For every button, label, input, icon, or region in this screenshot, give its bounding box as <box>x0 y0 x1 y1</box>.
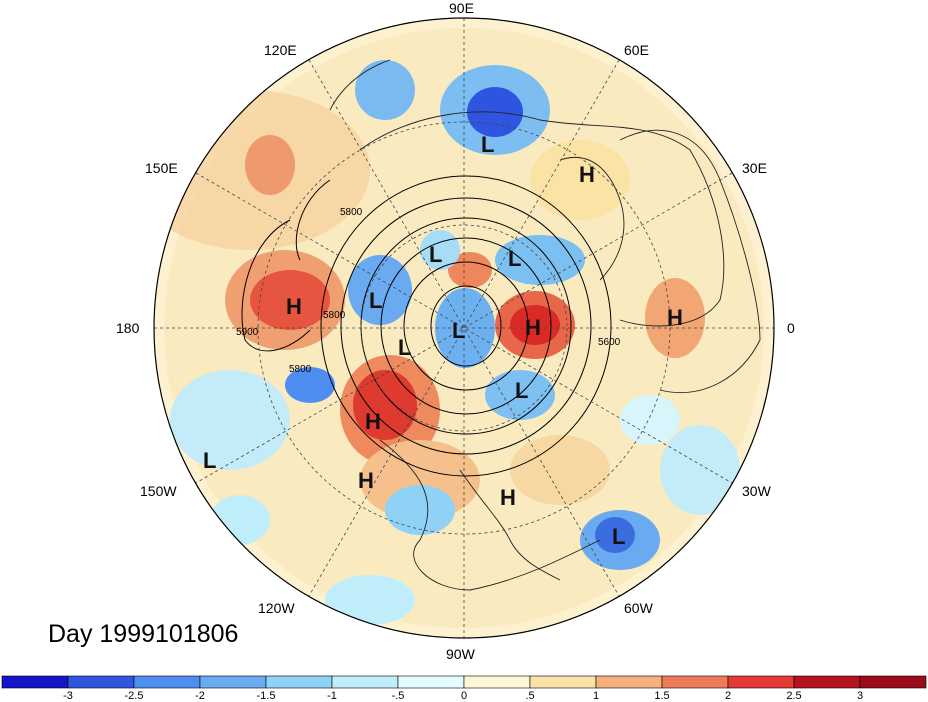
colorbar-tick-label: -3 <box>63 690 73 702</box>
lon-label-90w: 90W <box>446 646 476 662</box>
lon-label-150e: 150E <box>145 160 178 176</box>
colorbar-swatch <box>133 675 201 689</box>
colorbar: -3 -2.5 -2 -1.5 -1 -.5 0 .5 1 1.5 2 2.5 3 <box>1 675 927 702</box>
pressure-center-label: H <box>365 409 381 434</box>
colorbar-tick-label: 1 <box>593 690 599 702</box>
colorbar-tick-label: .5 <box>525 690 534 702</box>
pressure-center-label: H <box>667 305 683 330</box>
pressure-center-label: L <box>481 132 494 157</box>
contour-label: 5900 <box>236 327 259 338</box>
colorbar-swatch <box>727 675 795 689</box>
colorbar-tick-label: -2.5 <box>125 690 144 702</box>
colorbar-swatch <box>67 675 135 689</box>
lon-label-90e: 90E <box>449 0 474 16</box>
colorbar-tick-label: 2 <box>725 690 731 702</box>
colorbar-swatch <box>331 675 399 689</box>
pressure-center-label: H <box>579 162 595 187</box>
colorbar-swatch <box>265 675 333 689</box>
anomaly-field <box>154 28 764 628</box>
colorbar-swatch <box>793 675 861 689</box>
contour-label: 5800 <box>340 207 363 218</box>
pressure-center-label: H <box>525 315 541 340</box>
colorbar-swatch <box>661 675 729 689</box>
height-contours <box>241 175 612 477</box>
lon-label-150w: 150W <box>140 483 177 499</box>
colorbar-tick-label: 1.5 <box>654 690 669 702</box>
colorbar-tick-label: -.5 <box>392 690 405 702</box>
colorbar-swatch <box>859 675 927 689</box>
colorbar-tick-label: -1.5 <box>257 690 276 702</box>
pressure-center-label: L <box>452 318 465 343</box>
pressure-center-label: H <box>286 294 302 319</box>
pressure-center-label: L <box>203 448 216 473</box>
pressure-center-label: H <box>500 485 516 510</box>
colorbar-swatch <box>397 675 465 689</box>
colorbar-swatch <box>199 675 267 689</box>
map-border <box>153 17 775 639</box>
pressure-center-label: L <box>612 524 625 549</box>
lon-label-0: 0 <box>787 320 795 336</box>
contour-label: 5800 <box>323 310 346 321</box>
contour-label: 5800 <box>289 364 312 375</box>
lon-label-30w: 30W <box>742 483 772 499</box>
colorbar-tick-label: 2.5 <box>786 690 801 702</box>
pressure-center-label: L <box>515 378 528 403</box>
pressure-center-label: L <box>429 242 442 267</box>
lon-label-120e: 120E <box>264 42 297 58</box>
lon-label-180: 180 <box>116 320 140 336</box>
colorbar-swatch <box>1 675 69 689</box>
contour-label: 5600 <box>598 337 621 348</box>
graticule <box>154 18 774 638</box>
colorbar-tick-label: -2 <box>195 690 205 702</box>
colorbar-tick-label: 0 <box>461 690 467 702</box>
page-title: Day 1999101806 <box>48 620 239 648</box>
pressure-center-label: L <box>398 335 411 360</box>
colorbar-tick-label: 3 <box>857 690 863 702</box>
coastlines <box>329 59 761 591</box>
colorbar-swatch <box>463 675 531 689</box>
lon-label-60e: 60E <box>624 42 649 58</box>
colorbar-swatch <box>595 675 663 689</box>
lon-label-30e: 30E <box>742 160 767 176</box>
pressure-center-label: H <box>358 468 374 493</box>
pressure-center-label: L <box>508 246 521 271</box>
lon-label-120w: 120W <box>258 600 295 616</box>
lon-label-60w: 60W <box>624 600 654 616</box>
colorbar-tick-label: -1 <box>327 690 337 702</box>
pressure-center-label: L <box>369 288 382 313</box>
colorbar-swatch <box>529 675 597 689</box>
